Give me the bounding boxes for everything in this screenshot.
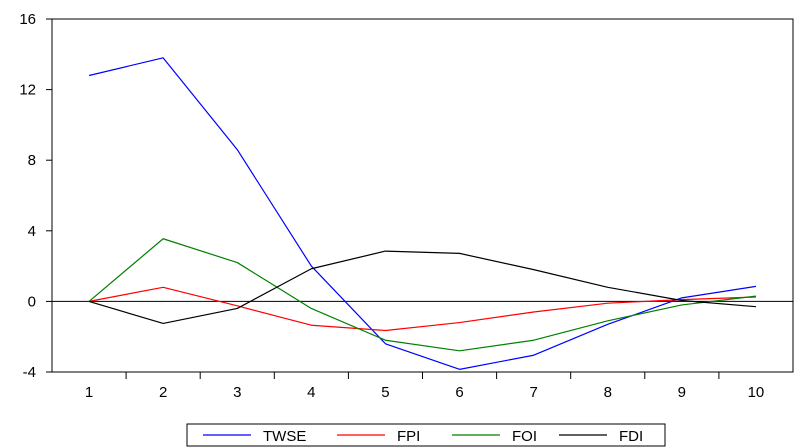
x-tick-label: 6	[455, 384, 463, 401]
legend-label-fdi: FDI	[619, 428, 643, 445]
y-tick-label: 4	[28, 223, 36, 240]
series-line-foi	[88, 238, 757, 352]
series-line-fpi	[88, 286, 756, 332]
x-tick-label: 2	[159, 384, 167, 401]
y-tick-label: 16	[19, 11, 36, 28]
y-tick-label: -4	[23, 364, 36, 381]
x-tick-label: 8	[604, 384, 612, 401]
x-tick-label: 4	[307, 384, 315, 401]
legend-label-foi: FOI	[512, 428, 537, 445]
series-line-twse	[88, 57, 757, 370]
legend: TWSE FPI FOI FDI	[186, 423, 666, 447]
x-tick-label: 9	[678, 384, 686, 401]
x-tick-label: 5	[381, 384, 389, 401]
legend-box	[186, 423, 666, 447]
x-tick-label: 1	[85, 384, 93, 401]
x-tick-label: 7	[529, 384, 537, 401]
series-lines	[88, 57, 757, 370]
y-tick-label: 12	[19, 82, 36, 99]
series-line-fdi	[88, 250, 756, 325]
x-tick-label: 3	[233, 384, 241, 401]
x-tick-label: 10	[748, 384, 765, 401]
plot-frame	[51, 18, 794, 373]
legend-label-fpi: FPI	[397, 428, 420, 445]
y-tick-label: 8	[28, 152, 36, 169]
legend-label-twse: TWSE	[263, 428, 306, 445]
y-tick-label: 0	[28, 293, 36, 310]
x-axis: 1 2 3 4 5 6 7 8 9 10	[85, 372, 764, 401]
y-axis: -4 0 4 8 12 16	[19, 11, 52, 381]
